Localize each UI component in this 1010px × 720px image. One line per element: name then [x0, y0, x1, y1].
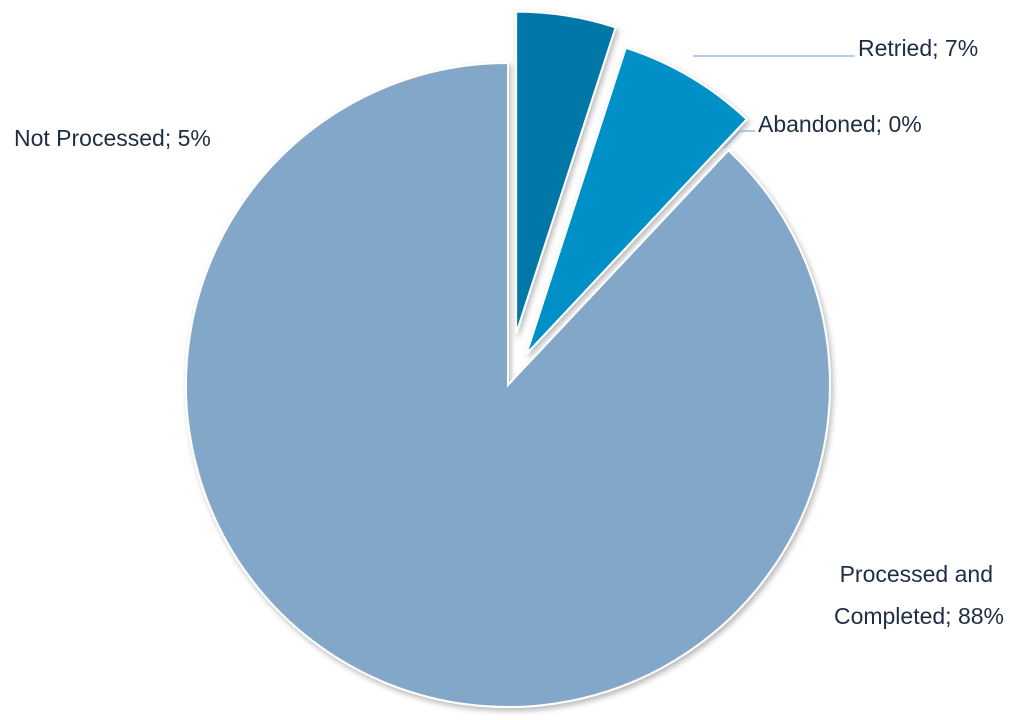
slice-label-abandoned: Abandoned; 0%: [758, 111, 922, 137]
pie-slice-not-processed: [515, 10, 617, 334]
slice-label-processed-line2: Completed; 88%: [834, 603, 1004, 629]
slice-label-processed-line1: Processed and: [840, 561, 993, 587]
slice-label-retried: Retried; 7%: [858, 35, 978, 61]
pie-slice-retried: [525, 46, 749, 355]
slice-label-not-processed: Not Processed; 5%: [14, 125, 211, 151]
leader-line-abandoned: [723, 130, 755, 149]
pie-slice-processed-and-completed: [185, 61, 831, 708]
pie-slices: [185, 10, 831, 708]
